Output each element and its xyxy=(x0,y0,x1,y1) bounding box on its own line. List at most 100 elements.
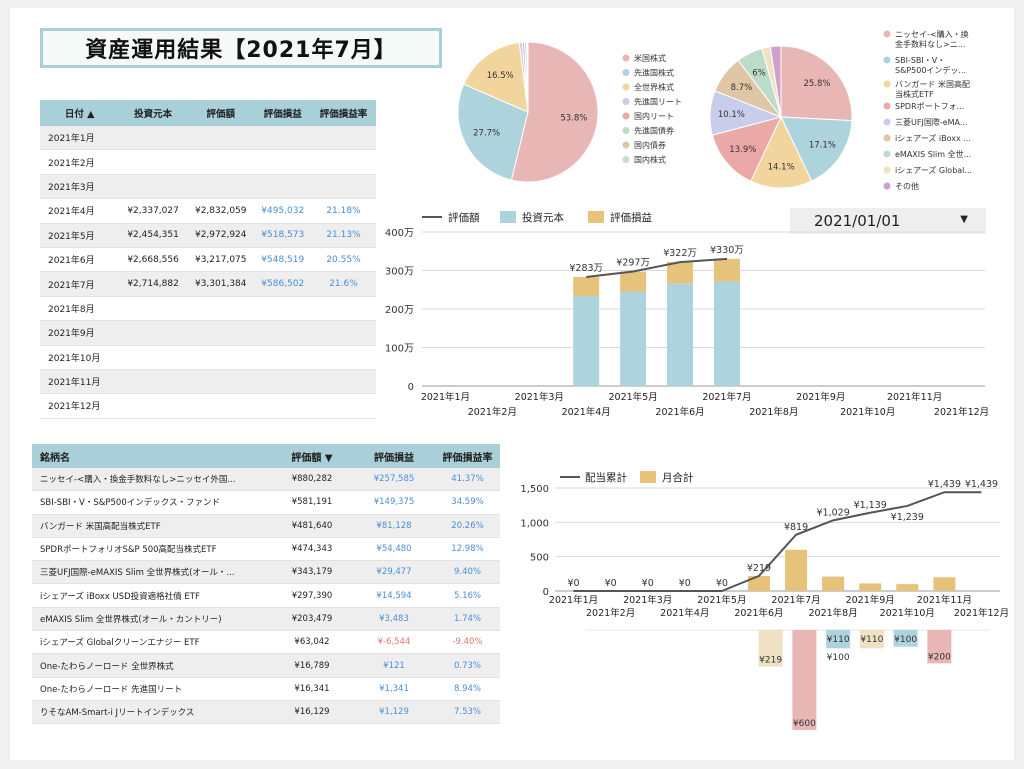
header-value[interactable]: 評価額 ▼ xyxy=(271,444,353,468)
cell-value: ¥343,179 xyxy=(271,560,353,585)
legend-label: SBI-SBI・V・ S&P500インデッ... xyxy=(895,56,966,75)
legend-label: SPDRポートフォ... xyxy=(895,102,964,111)
cell-name: iシェアーズ iBoxx USD投資適格社債 ETF xyxy=(32,583,271,608)
x-tick-label: 2021年1月 xyxy=(421,391,470,403)
cell-name: SPDRポートフォリオS&P 500高配当株式ETF xyxy=(32,537,271,562)
legend-marker xyxy=(883,118,891,126)
header-name: 銘柄名 xyxy=(32,444,271,468)
cell-date: 2021年10月 xyxy=(40,345,120,370)
pie-slice xyxy=(510,41,599,183)
cell-principal: ¥2,668,556 xyxy=(119,247,187,273)
cell-rate: 7.53% xyxy=(435,700,500,725)
cell-gain xyxy=(254,345,311,370)
x-tick-label: 2021年8月 xyxy=(809,607,858,619)
cell-value xyxy=(186,369,255,395)
cell-rate: 21.18% xyxy=(310,198,376,224)
x-tick-label: 2021年5月 xyxy=(697,594,746,606)
dropdown-arrow-icon[interactable]: ▼ xyxy=(960,214,968,225)
x-tick-label: 2021年12月 xyxy=(934,406,989,418)
y-tick-label: 500 xyxy=(530,553,549,564)
table-row: iシェアーズ Globalクリーンエナジー ETF ¥63,042 ¥-6,544-… xyxy=(32,630,500,655)
cell-value: ¥474,343 xyxy=(271,537,353,562)
cumulative-line xyxy=(573,491,982,592)
cell-rate xyxy=(310,393,376,419)
cell-rate xyxy=(310,345,376,370)
bar-value-label: ¥110 xyxy=(860,635,883,645)
header-date[interactable]: 日付 ▲ xyxy=(40,100,120,126)
bar-principal xyxy=(713,281,740,386)
bar-monthly xyxy=(747,575,770,591)
table-row: 2021年5月 ¥2,454,351 ¥2,972,924 ¥518,573 21.13… xyxy=(40,223,376,248)
cell-name: eMAXIS Slim 全世界株式(オール・カントリー) xyxy=(32,607,271,632)
cell-date: 2021年11月 xyxy=(40,369,120,395)
cell-date: 2021年9月 xyxy=(40,320,120,346)
cell-rate: 5.16% xyxy=(435,583,500,608)
legend-marker xyxy=(588,211,604,223)
legend-label: その他 xyxy=(895,181,919,191)
y-tick-label: 0 xyxy=(408,382,414,393)
cell-rate: 20.55% xyxy=(310,247,376,273)
cell-value: ¥16,789 xyxy=(271,653,353,678)
cell-value: ¥481,640 xyxy=(271,514,353,538)
bar-value-label: ¥110 xyxy=(827,635,850,645)
cell-principal: ¥2,337,027 xyxy=(119,198,187,224)
asset-class-pie-chart: 53.8% 27.7% 16.5% 米国株式先進国株式全世界株式先進国リート国内リート… xyxy=(457,41,682,183)
x-tick-label: 2021年11月 xyxy=(917,594,972,606)
cell-gain: ¥81,128 xyxy=(353,514,435,538)
legend-marker xyxy=(622,98,630,105)
legend-marker xyxy=(622,54,630,62)
pie-slice xyxy=(463,41,529,113)
cell-principal xyxy=(119,149,187,175)
cell-gain xyxy=(254,393,311,419)
legend-label: 先進国株式 xyxy=(634,68,674,78)
y-tick-label: 100万 xyxy=(385,344,414,355)
table-row: 2021年3月 xyxy=(40,174,376,200)
cell-date: 2021年1月 xyxy=(40,126,120,151)
line-value-label: ¥283万 xyxy=(569,263,603,274)
cell-gain: ¥3,483 xyxy=(353,607,435,632)
line-value-label: ¥1,439 xyxy=(928,479,961,490)
table-row: 2021年7月 ¥2,714,882 ¥3,301,384 ¥586,502 21.6% xyxy=(40,271,376,297)
cell-value xyxy=(186,296,255,322)
monthly-dividend-bar-chart: ¥219 ¥600 ¥110 ¥100 ¥110 ¥100 ¥200 xyxy=(585,629,990,730)
cell-name: ニッセイ-<購入・換金手数料なし>ニッセイ外国... xyxy=(32,468,271,492)
legend-label: バンガード 米国高配当株式ETF xyxy=(895,79,970,99)
valuation-line xyxy=(586,257,728,278)
date-selector[interactable]: 2021/01/01 ▼ xyxy=(790,208,986,234)
line-value-label: ¥1,029 xyxy=(817,507,850,518)
cell-value: ¥880,282 xyxy=(271,468,353,492)
cell-value: ¥2,832,059 xyxy=(186,198,255,224)
line-value-label: ¥819 xyxy=(784,522,808,533)
bar-principal xyxy=(573,296,600,386)
x-tick-label: 2021年5月 xyxy=(609,391,658,403)
cell-date: 2021年8月 xyxy=(40,296,120,322)
page-title: 資産運用結果【2021年7月】 xyxy=(40,28,442,68)
header-rate: 評価損益率 xyxy=(310,100,376,126)
y-tick-label: 300万 xyxy=(385,267,414,278)
valuation-combo-chart: 0 100万 200万 300万 400万 2021年1月 2021年2月 2021年3月 20… xyxy=(385,211,989,418)
cell-gain: ¥-6,544 xyxy=(353,630,435,655)
cell-rate xyxy=(310,174,376,200)
legend-marker xyxy=(622,141,630,149)
cell-rate: 0.73% xyxy=(435,653,500,678)
x-tick-label: 2021年10月 xyxy=(880,607,935,619)
cell-principal xyxy=(119,320,187,346)
holdings-pie-chart: 25.8% 17.1% 14.1% 13.9% 10.1% 8.7% 6% ニッセイ-<購入・… xyxy=(709,29,972,191)
legend-marker xyxy=(883,166,891,174)
legend-label: 全世界株式 xyxy=(634,82,674,92)
pie-slice-label: 10.1% xyxy=(718,110,745,120)
cell-date: 2021年2月 xyxy=(40,149,120,175)
cell-value: ¥16,129 xyxy=(271,700,353,725)
legend-marker xyxy=(883,150,891,158)
legend-label: eMAXIS Slim 全世... xyxy=(895,149,971,159)
cell-date: 2021年3月 xyxy=(40,174,120,200)
pie-slice-label: 27.7% xyxy=(473,129,500,139)
table-row: SPDRポートフォリオS&P 500高配当株式ETF ¥474,343 ¥54,48… xyxy=(32,537,500,562)
legend-marker xyxy=(622,69,630,76)
bar-monthly xyxy=(826,630,851,649)
x-tick-label: 2021年9月 xyxy=(796,391,845,403)
x-tick-label: 2021年9月 xyxy=(846,594,895,606)
line-value-label: ¥0 xyxy=(679,578,691,589)
table-row: 2021年4月 ¥2,337,027 ¥2,832,059 ¥495,032 21.18… xyxy=(40,198,376,224)
cell-value xyxy=(186,320,255,346)
